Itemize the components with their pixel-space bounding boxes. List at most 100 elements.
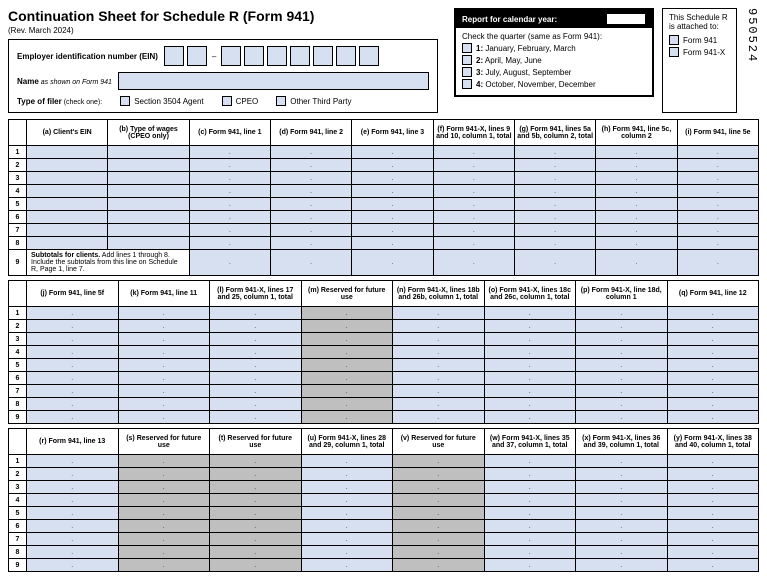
data-cell[interactable] [108, 185, 189, 198]
data-cell[interactable]: . [596, 146, 677, 159]
data-cell[interactable]: . [484, 385, 576, 398]
checkbox-icon[interactable] [669, 47, 679, 57]
data-cell[interactable]: . [270, 211, 351, 224]
data-cell[interactable]: . [667, 385, 759, 398]
data-cell[interactable]: . [301, 372, 393, 385]
data-cell[interactable]: . [27, 307, 119, 320]
data-cell[interactable]: . [301, 320, 393, 333]
data-cell[interactable]: . [484, 398, 576, 411]
data-cell[interactable]: . [189, 224, 270, 237]
data-cell[interactable]: . [210, 546, 302, 559]
data-cell[interactable]: . [393, 411, 485, 424]
data-cell[interactable]: . [393, 333, 485, 346]
data-cell[interactable]: . [667, 533, 759, 546]
data-cell[interactable]: . [484, 455, 576, 468]
data-cell[interactable]: . [189, 198, 270, 211]
data-cell[interactable]: . [514, 185, 595, 198]
data-cell[interactable]: . [484, 481, 576, 494]
data-cell[interactable]: . [189, 146, 270, 159]
data-cell[interactable]: . [27, 468, 119, 481]
data-cell[interactable]: . [596, 198, 677, 211]
data-cell[interactable]: . [576, 411, 668, 424]
data-cell[interactable]: . [210, 320, 302, 333]
data-cell[interactable]: . [667, 320, 759, 333]
data-cell[interactable]: . [596, 185, 677, 198]
data-cell[interactable]: . [27, 359, 119, 372]
data-cell[interactable]: . [270, 250, 351, 276]
data-cell[interactable]: . [27, 507, 119, 520]
data-cell[interactable]: . [576, 455, 668, 468]
data-cell[interactable]: . [393, 398, 485, 411]
checkbox-icon[interactable] [462, 55, 472, 65]
data-cell[interactable]: . [576, 320, 668, 333]
data-cell[interactable]: . [270, 172, 351, 185]
data-cell[interactable]: . [433, 185, 514, 198]
data-cell[interactable]: . [210, 333, 302, 346]
data-cell[interactable]: . [27, 333, 119, 346]
data-cell[interactable]: . [677, 198, 758, 211]
data-cell[interactable]: . [210, 346, 302, 359]
data-cell[interactable] [27, 198, 108, 211]
data-cell[interactable] [108, 224, 189, 237]
data-cell[interactable]: . [677, 159, 758, 172]
data-cell[interactable]: . [677, 211, 758, 224]
data-cell[interactable]: . [118, 546, 210, 559]
checkbox-icon[interactable] [120, 96, 130, 106]
data-cell[interactable]: . [118, 468, 210, 481]
data-cell[interactable]: . [210, 455, 302, 468]
data-cell[interactable]: . [667, 346, 759, 359]
data-cell[interactable]: . [576, 372, 668, 385]
data-cell[interactable]: . [484, 494, 576, 507]
data-cell[interactable]: . [270, 146, 351, 159]
data-cell[interactable]: . [301, 559, 393, 572]
data-cell[interactable]: . [576, 546, 668, 559]
data-cell[interactable]: . [27, 559, 119, 572]
data-cell[interactable]: . [484, 372, 576, 385]
data-cell[interactable]: . [210, 559, 302, 572]
data-cell[interactable]: . [118, 359, 210, 372]
ein-box[interactable] [267, 46, 287, 66]
year-input[interactable] [606, 13, 646, 25]
data-cell[interactable]: . [352, 224, 433, 237]
data-cell[interactable]: . [189, 172, 270, 185]
name-input[interactable] [118, 72, 429, 90]
data-cell[interactable]: . [433, 224, 514, 237]
data-cell[interactable] [27, 224, 108, 237]
data-cell[interactable]: . [484, 559, 576, 572]
checkbox-icon[interactable] [462, 67, 472, 77]
data-cell[interactable]: . [484, 546, 576, 559]
data-cell[interactable]: . [210, 520, 302, 533]
data-cell[interactable]: . [576, 481, 668, 494]
data-cell[interactable]: . [677, 237, 758, 250]
data-cell[interactable]: . [433, 172, 514, 185]
data-cell[interactable] [108, 159, 189, 172]
data-cell[interactable]: . [576, 333, 668, 346]
data-cell[interactable]: . [27, 481, 119, 494]
data-cell[interactable]: . [270, 237, 351, 250]
data-cell[interactable]: . [27, 372, 119, 385]
data-cell[interactable]: . [118, 533, 210, 546]
data-cell[interactable]: . [118, 307, 210, 320]
data-cell[interactable]: . [118, 507, 210, 520]
ein-box[interactable] [221, 46, 241, 66]
data-cell[interactable]: . [484, 520, 576, 533]
data-cell[interactable]: . [433, 237, 514, 250]
attach-option[interactable]: Form 941 [669, 35, 730, 45]
data-cell[interactable]: . [433, 146, 514, 159]
ein-box[interactable] [244, 46, 264, 66]
data-cell[interactable]: . [352, 172, 433, 185]
data-cell[interactable]: . [118, 398, 210, 411]
data-cell[interactable]: . [118, 411, 210, 424]
data-cell[interactable]: . [393, 481, 485, 494]
data-cell[interactable]: . [352, 159, 433, 172]
data-cell[interactable]: . [118, 455, 210, 468]
filer-option[interactable]: Section 3504 Agent [120, 96, 203, 106]
data-cell[interactable]: . [118, 494, 210, 507]
data-cell[interactable]: . [393, 346, 485, 359]
data-cell[interactable]: . [667, 494, 759, 507]
data-cell[interactable]: . [118, 346, 210, 359]
data-cell[interactable]: . [576, 507, 668, 520]
data-cell[interactable]: . [576, 520, 668, 533]
data-cell[interactable]: . [596, 159, 677, 172]
attach-option[interactable]: Form 941-X [669, 47, 730, 57]
